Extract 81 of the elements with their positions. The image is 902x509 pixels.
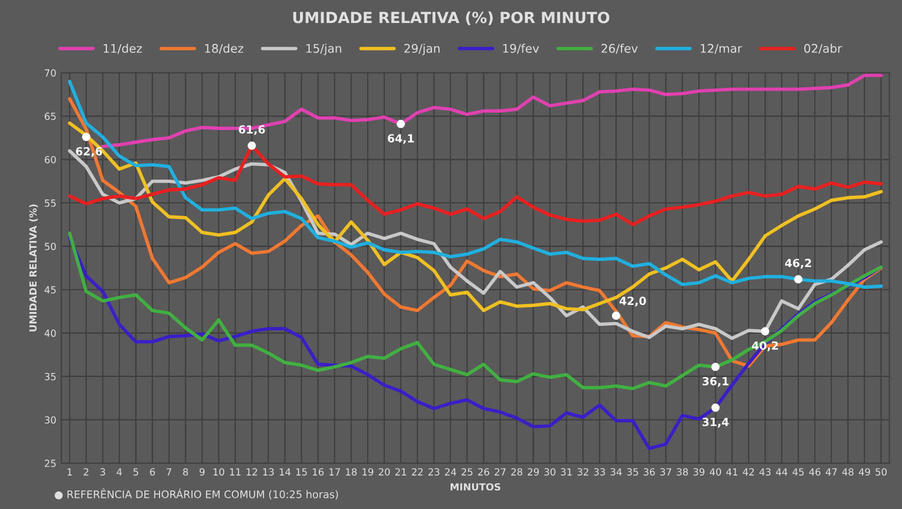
x-tick-label: 6 [150, 468, 155, 476]
x-tick-label: 38 [676, 468, 688, 476]
x-tick-label: 4 [116, 468, 122, 476]
x-tick-label: 17 [329, 468, 340, 476]
x-tick-label: 12 [246, 468, 257, 476]
x-tick-label: 27 [494, 468, 506, 476]
x-tick-label: 33 [594, 468, 605, 476]
annotation: 42,0 [620, 296, 646, 306]
annotation: 64,1 [388, 134, 414, 144]
x-tick-label: 26 [478, 468, 490, 476]
annotation: 46,2 [785, 258, 812, 269]
x-tick-label: 16 [312, 468, 324, 476]
x-tick-label: 40 [710, 468, 722, 476]
legend-label: 12/mar [700, 44, 742, 54]
x-tick-label: 1 [68, 468, 72, 476]
y-tick-label: 25 [44, 460, 56, 468]
x-tick-label: 2 [84, 468, 88, 476]
x-tick-label: 41 [726, 468, 738, 476]
x-tick-label: 7 [166, 468, 172, 476]
y-tick-label: 45 [44, 286, 56, 294]
x-tick-label: 24 [445, 468, 456, 476]
y-tick-label: 70 [44, 69, 56, 77]
x-tick-label: 9 [200, 468, 205, 476]
x-tick-label: 15 [296, 468, 307, 476]
line-series [68, 80, 883, 289]
x-tick-label: 23 [428, 468, 440, 476]
chart-title: UMIDADE RELATIVA (%) POR MINUTO [293, 11, 610, 26]
x-tick-label: 49 [858, 468, 870, 476]
x-tick-label: 28 [511, 468, 522, 476]
x-tick-label: 31 [560, 468, 572, 476]
x-tick-label: 29 [528, 468, 539, 476]
y-tick-label: 35 [44, 372, 56, 380]
line-series [101, 74, 883, 148]
x-tick-label: 46 [809, 468, 820, 476]
x-tick-label: 34 [610, 468, 622, 476]
annotation: 36,1 [702, 376, 728, 387]
legend-label: 26/fev [602, 44, 638, 54]
x-tick-label: 47 [826, 468, 837, 476]
x-tick-label: 10 [214, 468, 224, 476]
y-tick-label: 60 [44, 156, 56, 164]
x-tick-label: 30 [544, 468, 556, 476]
x-tick-label: 11 [230, 468, 241, 476]
x-tick-label: 45 [792, 468, 804, 476]
x-tick-label: 20 [378, 468, 390, 476]
y-tick-label: 50 [44, 242, 56, 250]
y-tick-label: 65 [44, 112, 56, 120]
x-tick-label: 3 [100, 468, 106, 476]
x-tick-label: 21 [395, 468, 406, 476]
x-tick-label: 37 [660, 468, 672, 476]
legend-label: 19/fev [503, 44, 539, 54]
x-tick-label: 25 [462, 468, 472, 476]
x-tick-label: 43 [759, 468, 771, 476]
y-tick-label: 30 [44, 416, 56, 424]
y-tick-label: 40 [44, 330, 56, 337]
line-series [68, 121, 883, 312]
x-tick-label: 13 [263, 468, 274, 476]
x-tick-label: 35 [627, 468, 638, 476]
x-tick-label: 36 [644, 468, 655, 476]
x-tick-label: 32 [578, 468, 588, 476]
x-tick-label: 44 [776, 468, 788, 476]
x-tick-label: 22 [412, 468, 423, 476]
y-axis-title: UMIDADE RELATIVA (%) [29, 204, 38, 332]
x-tick-label: 39 [693, 468, 704, 476]
x-tick-label: 5 [134, 468, 138, 476]
y-tick-label: 55 [44, 200, 56, 207]
x-axis-title: MINUTOS [450, 483, 500, 491]
x-tick-label: 19 [362, 468, 374, 476]
x-tick-label: 18 [346, 468, 357, 476]
x-tick-label: 8 [183, 468, 188, 476]
text: ● REFERÊNCIA DE HORÁRIO EM COMUM (10:25 horas) [54, 488, 338, 500]
line-series [68, 232, 883, 390]
legend-label: 29/jan [404, 44, 440, 56]
annotation: 31,4 [702, 418, 729, 428]
x-tick-label: 48 [842, 468, 854, 476]
x-tick-label: 50 [876, 468, 887, 476]
legend-label: 18/dez [205, 44, 244, 54]
legend-label: 15/jan [306, 44, 342, 56]
legend-label: 11/dez [104, 44, 142, 54]
x-tick-label: 14 [280, 468, 291, 476]
legend-label: 02/abr [804, 44, 842, 54]
x-tick-label: 42 [742, 468, 754, 476]
